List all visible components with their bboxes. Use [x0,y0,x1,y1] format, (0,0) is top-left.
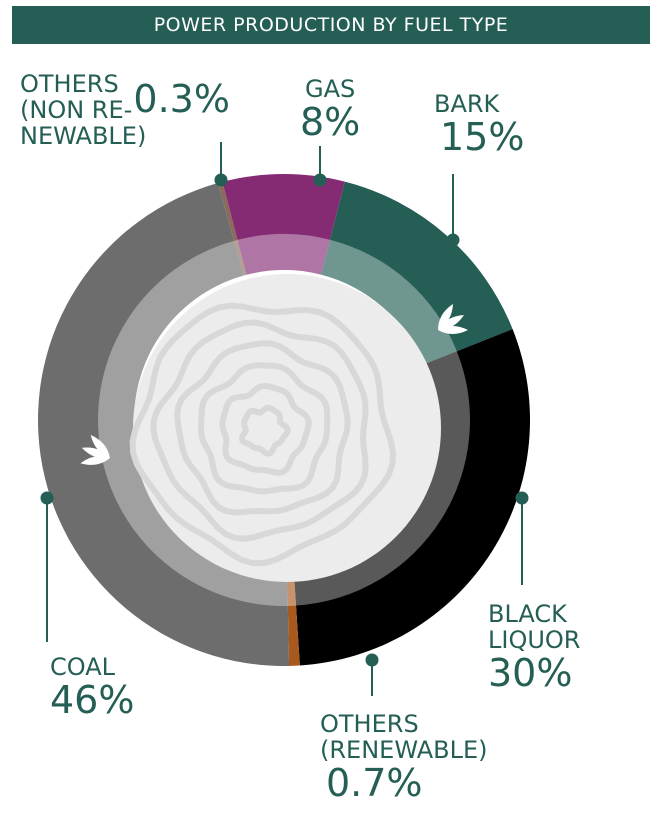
tree-ring [197,362,331,495]
slice-bark [321,181,513,365]
leader-gas-dot [313,173,327,187]
tree-ring [219,382,312,476]
slice-gas [222,174,345,275]
leader-black-liquor-dot [515,491,529,505]
tree-rings [129,302,397,567]
label-gas-name: GAS [305,75,356,103]
leader-others-renewable-dot [365,653,379,667]
tint-black-liquor [293,351,470,606]
label-coal-name: COAL [50,653,116,681]
label-black-liquor-pct: 30% [488,651,573,695]
chart-title: POWER PRODUCTION BY FUEL TYPE [12,6,650,44]
label-others-renewable-line1: OTHERS [320,710,419,738]
leader-others-nonrenewable-dot [214,173,228,187]
inner-tint-ring [97,234,470,606]
leader-coal-dot [40,491,54,505]
label-others-renewable-pct: 0.7% [326,761,423,805]
label-others-nonrenewable-pct: 0.3% [133,77,230,121]
label-black-liquor-line2: LIQUOR [488,626,581,654]
tint-gas [237,234,330,275]
leader-bark-dot [446,233,460,247]
leaf-icon [80,435,110,465]
label-others-renewable-line2: (RENEWABLE) [320,736,488,764]
slice-black-liquor [293,329,530,666]
tint-others-non-re-newable [234,239,247,276]
label-others-nonrenewable: OTHERS (NON RE- NEWABLE) 0.3% [20,71,230,149]
label-others-renewable: OTHERS (RENEWABLE) 0.7% [320,711,488,803]
slice-others-non-re-newable [217,181,247,276]
label-bark: BARK 15% [434,91,524,157]
tree-ring [129,302,397,567]
tree-ring [150,319,369,542]
leader-lines [40,142,529,696]
tree-ring [238,404,291,457]
tree-ring [174,340,351,516]
label-gas-pct: 8% [300,100,361,144]
label-gas: GAS 8% [300,76,360,142]
leaf-decorations [80,304,468,465]
label-coal-pct: 46% [50,678,135,722]
label-bark-pct: 15% [440,115,525,159]
slice-others-renewable [287,569,300,666]
label-black-liquor: BLACK LIQUOR 30% [488,601,580,693]
slice-coal [38,183,290,666]
label-coal: COAL 46% [50,654,134,720]
tint-bark [321,239,457,365]
leaf-icon [438,304,468,334]
label-others-nonrenewable-line2: (NON RE- [20,96,133,124]
tint-coal [97,240,288,606]
label-others-nonrenewable-line1: OTHERS [20,70,119,98]
label-bark-name: BARK [434,90,500,118]
label-black-liquor-line1: BLACK [488,600,567,628]
label-others-nonrenewable-line3: NEWABLE) [20,122,147,150]
donut-slices [38,174,530,666]
